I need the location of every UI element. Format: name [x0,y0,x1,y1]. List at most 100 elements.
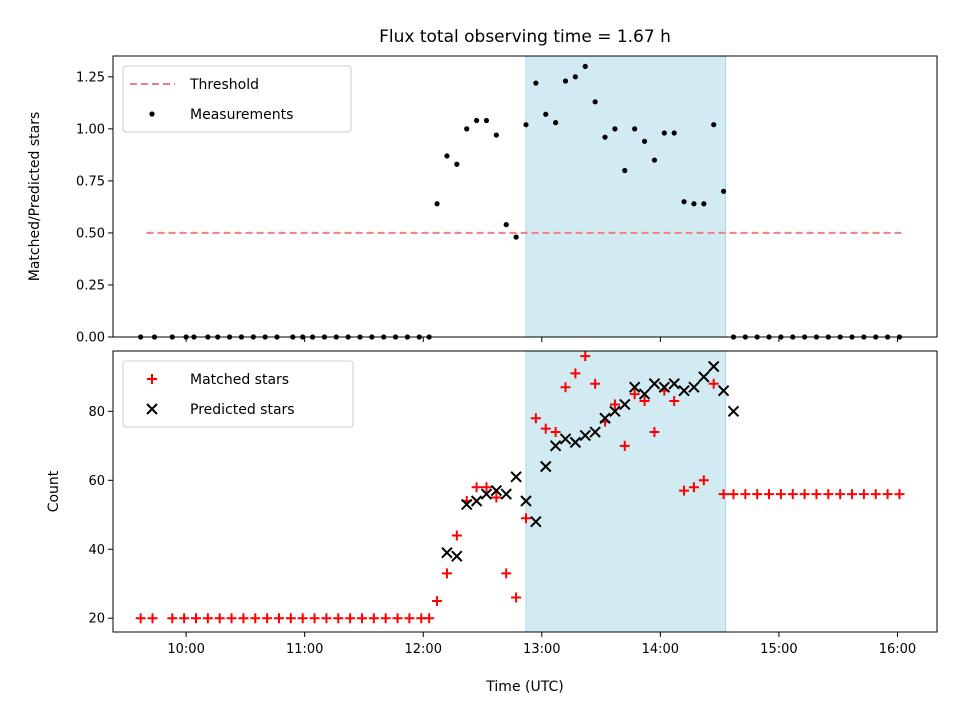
x-ticks-top [185,337,898,342]
matched-star-point [441,568,452,579]
matched-star-point [649,427,660,438]
x-ticks-time: 10:00 11:00 12:00 13:00 14:00 15:00 16:00 [167,632,916,657]
predicted-star-point [520,495,532,507]
legend-predicted-swatch [146,403,158,415]
y-tick-label: 20 [88,612,105,627]
measurement-point [454,161,460,167]
measurement-point [701,201,707,207]
matched-star-point [740,489,751,500]
shaded-span-rect [525,350,727,633]
legend-matched-label: Matched stars [190,372,289,388]
matched-star-point [511,592,522,603]
measurement-point [720,188,727,194]
y-axis-label-ratio: Matched/Predicted stars [27,112,43,282]
plot-frame-bottom [112,350,938,633]
matched-star-point [392,613,403,624]
matched-star-point [202,613,213,624]
matched-star-point [432,595,443,606]
matched-star-point [356,613,367,624]
measurement-point [473,117,480,124]
measurement-point [503,222,509,228]
matched-star-point [799,489,810,500]
matched-star-point [273,613,284,624]
count-series [135,351,905,624]
matched-star-point [520,513,531,524]
matched-star-point [688,482,699,493]
matched-star-point [764,489,775,500]
measurement-point [464,126,470,132]
y-tick-label: 40 [88,543,105,558]
matched-star-point [679,485,690,496]
x-tick-label: 12:00 [405,642,442,657]
predicted-star-point [638,388,651,400]
matched-star-point [238,613,249,624]
measurement-point [434,201,440,207]
measurement-point [533,80,539,86]
measurement-point [671,130,677,136]
matched-star-point [847,489,858,500]
matched-star-point [775,489,786,500]
measurement-point [562,78,569,84]
matched-star-point [619,440,630,451]
measurement-point [711,122,717,128]
matched-star-point [481,482,492,493]
legend-bottom: Matched stars Predicted stars [122,360,354,428]
predicted-star-point [708,360,720,373]
measurement-point [602,134,608,140]
y-tick-label: 0.50 [76,226,105,241]
x-axis-label-time: Time (UTC) [485,679,563,695]
y-tick-label: 1.25 [76,70,105,85]
matched-star-point [309,613,320,624]
x-tick-label: 11:00 [286,642,323,657]
predicted-star-point [569,436,582,449]
matched-star-point [639,395,650,406]
x-tick-label: 16:00 [879,642,916,657]
matched-star-point [835,489,846,500]
measurement-point [553,120,559,126]
legend-measurements-label: Measurements [190,107,293,123]
predicted-star-point [628,381,641,393]
predicted-star-point [549,440,562,452]
measurement-point [691,201,697,207]
matched-star-point [580,351,591,362]
legend-threshold-label: Threshold [189,77,259,93]
measurement-point [483,117,490,124]
shaded-observing-span [525,55,727,338]
matched-star-point [570,368,581,379]
measurement-point [523,122,529,128]
predicted-star-point [688,381,700,393]
matched-star-point [590,378,601,389]
matched-star-point [333,613,344,624]
legend-top: Threshold Measurements [122,65,352,133]
predicted-star-point [530,515,542,528]
predicted-star-point [579,429,591,442]
predicted-star-point [510,471,522,483]
legend-matched-swatch [147,374,157,384]
y-axis-label-count: Count [46,470,62,512]
measurement-point [612,126,618,132]
matched-star-point [471,482,482,493]
y-ticks-ratio: 0.00 0.25 0.50 0.75 1.00 1.25 [76,70,113,346]
predicted-star-point [451,550,463,562]
matched-star-point [214,613,225,624]
star-count-panel: Count Time (UTC) 20 40 60 80 10:00 11:00 12:0… [46,350,938,695]
measurement-point [493,132,499,138]
matched-star-point [262,613,273,624]
predicted-star-point [619,398,631,411]
measurement-point [641,138,648,144]
shaded-span-rect [525,55,727,338]
predicted-star-point [658,381,671,393]
matched-star-point [823,489,834,500]
matched-star-point [609,399,620,410]
predicted-star-point [648,378,661,390]
x-tick-label: 14:00 [642,642,679,657]
matched-star-point [550,427,561,438]
shaded-observing-span [525,350,727,633]
predicted-star-point [470,495,483,507]
predicted-star-point [599,412,611,424]
matched-star-point [894,489,905,500]
y-tick-label: 0.25 [76,278,105,293]
matched-star-point [190,613,201,624]
measurement-point [622,167,628,174]
